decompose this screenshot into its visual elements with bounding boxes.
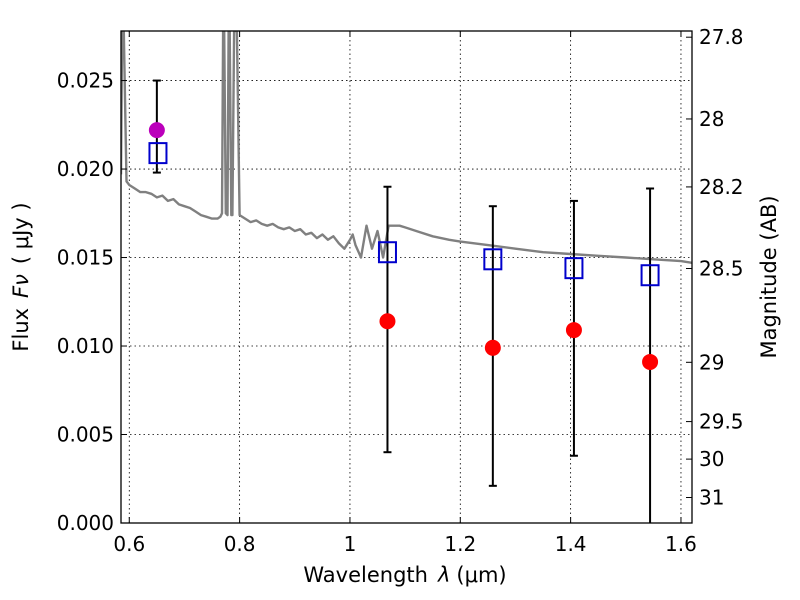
y-tick-label: 0.010	[57, 334, 114, 358]
x-axis-title-unit: (μm)	[456, 563, 506, 587]
y-right-tick-label: 29	[699, 350, 724, 374]
plot-area	[121, 31, 692, 523]
y-axis-title-text: Flux	[9, 308, 33, 352]
observed-flux-point	[642, 353, 659, 370]
y-axis-right-title: Magnitude (AB)	[757, 195, 781, 358]
x-tick-label: 0.8	[224, 532, 256, 556]
plot-frame	[120, 30, 693, 524]
y-right-tick-label: 30	[699, 447, 724, 471]
observed-flux-point	[148, 122, 165, 139]
x-tick-label: 1.6	[665, 532, 697, 556]
model-magnitude-square	[148, 142, 168, 165]
y-right-tick-label: 29.5	[699, 410, 744, 434]
observed-flux-point	[484, 339, 501, 356]
y-axis-title: Flux Fν ( μJy )	[9, 202, 33, 351]
y-tick-label: 0.005	[57, 423, 114, 447]
y-axis-right: 27.8 28 28.2 28.5 29 29.5 30 31	[686, 25, 744, 510]
y-right-tick-label: 28.5	[699, 257, 744, 281]
y-tick-label: 0.025	[57, 69, 114, 93]
model-magnitude-square	[564, 257, 584, 280]
x-axis-title-symbol: λ	[437, 563, 450, 587]
observed-flux-point	[379, 313, 396, 330]
x-tick-label: 1	[344, 532, 357, 556]
x-axis-title: Wavelength λ (μm)	[303, 563, 506, 587]
y-right-tick-label: 27.8	[699, 25, 744, 49]
y-tick-label: 0.020	[57, 157, 114, 181]
x-axis: 0.6 0.8 1 1.2 1.4 1.6	[113, 31, 697, 556]
y-tick-label: 0.015	[57, 246, 114, 270]
y-tick-label: 0.000	[57, 511, 114, 535]
observed-flux-point	[565, 322, 582, 339]
model-magnitude-square	[483, 248, 503, 271]
y-axis-title-symbol: Fν	[9, 274, 33, 298]
model-magnitude-square	[377, 241, 397, 264]
model-magnitude-square	[640, 264, 660, 287]
y-right-tick-label: 28.2	[699, 175, 744, 199]
y-axis-title-unit: ( μJy )	[9, 202, 33, 264]
spectrum-line	[121, 31, 692, 264]
y-right-tick-label: 31	[699, 486, 724, 510]
y-right-tick-label: 28	[699, 107, 724, 131]
x-tick-label: 1.2	[444, 532, 476, 556]
x-tick-label: 0.6	[113, 532, 145, 556]
x-axis-title-text: Wavelength	[303, 563, 428, 587]
y-axis-left: 0.000 0.005 0.010 0.015 0.020 0.025	[57, 69, 127, 535]
x-tick-label: 1.4	[555, 532, 587, 556]
